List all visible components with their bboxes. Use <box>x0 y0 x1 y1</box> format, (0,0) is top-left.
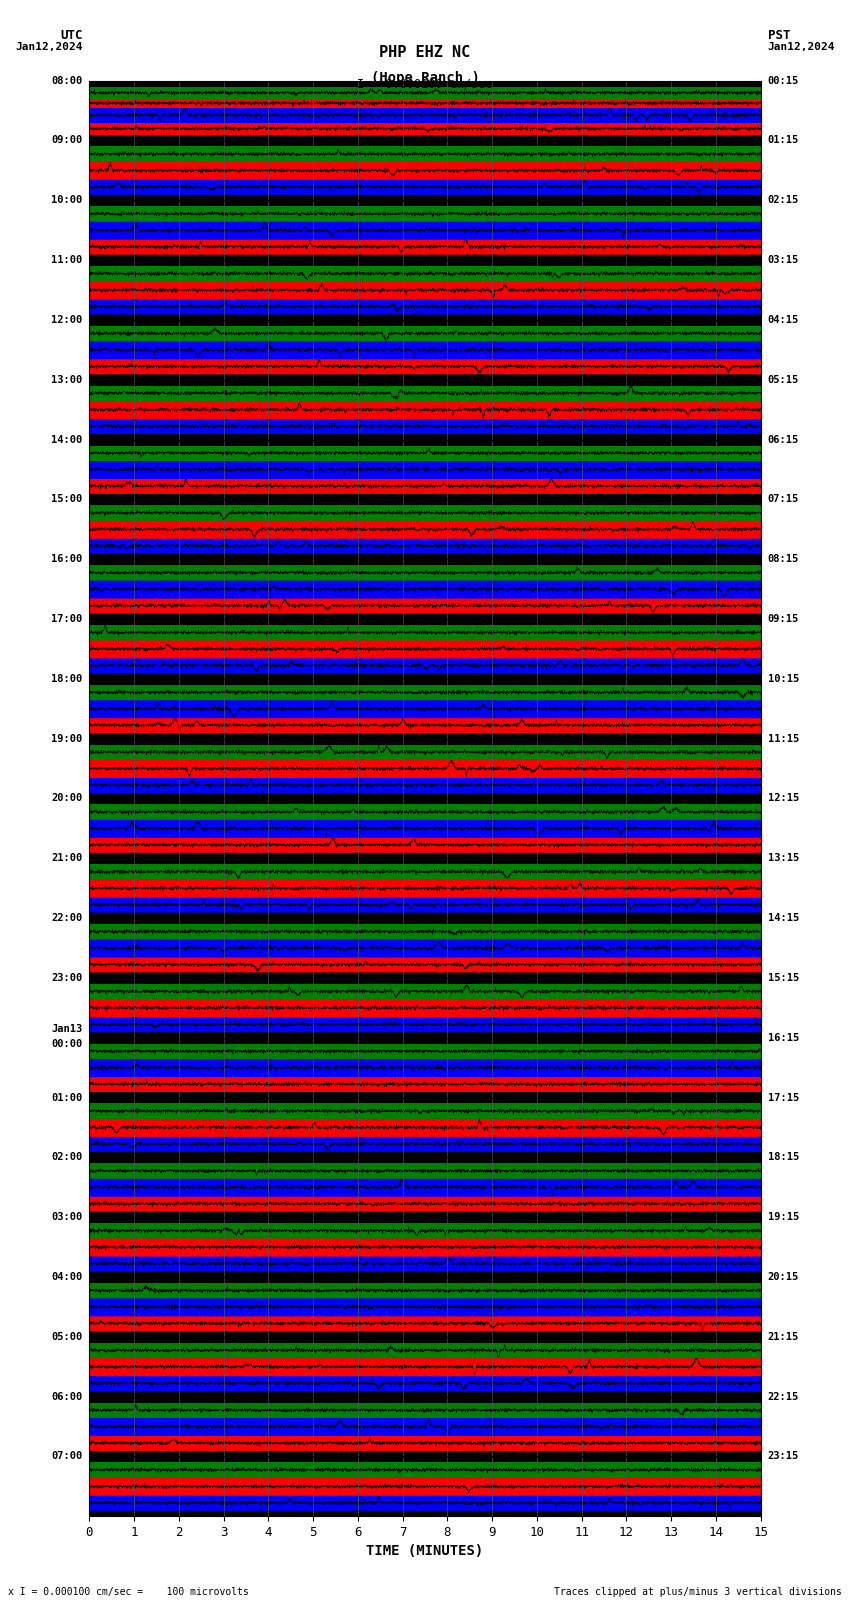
Text: 04:00: 04:00 <box>51 1273 82 1282</box>
Text: 18:15: 18:15 <box>768 1152 799 1163</box>
Text: 13:00: 13:00 <box>51 374 82 386</box>
Text: 06:15: 06:15 <box>768 434 799 445</box>
Text: 12:00: 12:00 <box>51 315 82 324</box>
Text: 19:15: 19:15 <box>768 1211 799 1223</box>
Text: 22:15: 22:15 <box>768 1392 799 1402</box>
Text: Jan12,2024: Jan12,2024 <box>15 42 82 52</box>
X-axis label: TIME (MINUTES): TIME (MINUTES) <box>366 1545 484 1558</box>
Text: 20:15: 20:15 <box>768 1273 799 1282</box>
Text: 15:15: 15:15 <box>768 973 799 982</box>
Text: 20:00: 20:00 <box>51 794 82 803</box>
Text: x I = 0.000100 cm/sec =    100 microvolts: x I = 0.000100 cm/sec = 100 microvolts <box>8 1587 249 1597</box>
Text: 03:15: 03:15 <box>768 255 799 265</box>
Text: 17:15: 17:15 <box>768 1092 799 1103</box>
Text: 08:00: 08:00 <box>51 76 82 85</box>
Text: 01:15: 01:15 <box>768 135 799 145</box>
Text: 03:00: 03:00 <box>51 1211 82 1223</box>
Text: Jan12,2024: Jan12,2024 <box>768 42 835 52</box>
Text: 16:00: 16:00 <box>51 555 82 565</box>
Text: Traces clipped at plus/minus 3 vertical divisions: Traces clipped at plus/minus 3 vertical … <box>553 1587 842 1597</box>
Text: PST: PST <box>768 29 790 42</box>
Text: 07:00: 07:00 <box>51 1452 82 1461</box>
Text: 12:15: 12:15 <box>768 794 799 803</box>
Text: UTC: UTC <box>60 29 82 42</box>
Text: 10:15: 10:15 <box>768 674 799 684</box>
Text: 16:15: 16:15 <box>768 1032 799 1042</box>
Text: 07:15: 07:15 <box>768 494 799 505</box>
Text: 21:00: 21:00 <box>51 853 82 863</box>
Text: (Hope Ranch ): (Hope Ranch ) <box>371 71 479 85</box>
Text: 21:15: 21:15 <box>768 1332 799 1342</box>
Text: 08:15: 08:15 <box>768 555 799 565</box>
Text: 18:00: 18:00 <box>51 674 82 684</box>
Text: 02:00: 02:00 <box>51 1152 82 1163</box>
Text: 23:00: 23:00 <box>51 973 82 982</box>
Text: 11:15: 11:15 <box>768 734 799 744</box>
Text: 04:15: 04:15 <box>768 315 799 324</box>
Text: 02:15: 02:15 <box>768 195 799 205</box>
Text: 00:00: 00:00 <box>51 1039 82 1050</box>
Text: Jan13: Jan13 <box>51 1024 82 1034</box>
Text: 06:00: 06:00 <box>51 1392 82 1402</box>
Text: 00:15: 00:15 <box>768 76 799 85</box>
Text: 11:00: 11:00 <box>51 255 82 265</box>
Text: 09:15: 09:15 <box>768 615 799 624</box>
Text: 09:00: 09:00 <box>51 135 82 145</box>
Text: 22:00: 22:00 <box>51 913 82 923</box>
Text: 05:15: 05:15 <box>768 374 799 386</box>
Text: 14:15: 14:15 <box>768 913 799 923</box>
Text: 14:00: 14:00 <box>51 434 82 445</box>
Text: 01:00: 01:00 <box>51 1092 82 1103</box>
Text: 15:00: 15:00 <box>51 494 82 505</box>
Text: 17:00: 17:00 <box>51 615 82 624</box>
Text: 23:15: 23:15 <box>768 1452 799 1461</box>
Text: 19:00: 19:00 <box>51 734 82 744</box>
Text: I = 0.000100 cm/sec: I = 0.000100 cm/sec <box>357 77 493 90</box>
Text: PHP EHZ NC: PHP EHZ NC <box>379 45 471 60</box>
Text: 13:15: 13:15 <box>768 853 799 863</box>
Text: 10:00: 10:00 <box>51 195 82 205</box>
Text: 05:00: 05:00 <box>51 1332 82 1342</box>
